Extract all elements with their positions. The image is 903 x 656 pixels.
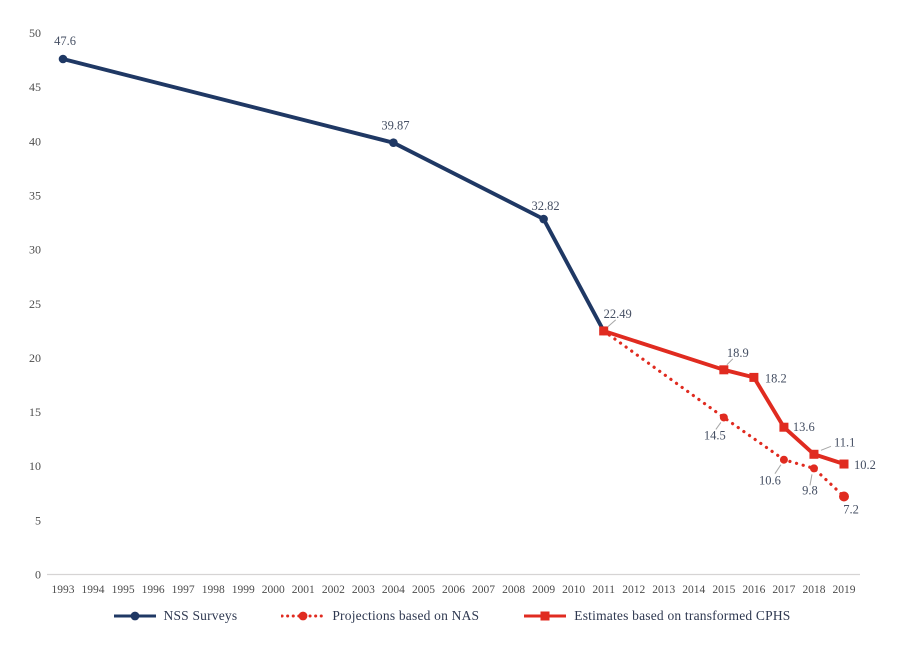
data-label-projections-based-on-nas-2018: 9.8 bbox=[802, 483, 818, 497]
legend-label-nss-surveys: NSS Surveys bbox=[163, 608, 238, 623]
x-tick-label: 1997 bbox=[172, 584, 195, 596]
data-point-projections-based-on-nas-2019 bbox=[839, 491, 849, 502]
legend-sample-nas-dotted-line-icon bbox=[280, 609, 326, 623]
legend-item-projections-nas: Projections based on NAS bbox=[280, 608, 480, 624]
x-tick-label: 2003 bbox=[352, 584, 375, 596]
data-label-projections-based-on-nas-2017: 10.6 bbox=[759, 474, 781, 488]
y-tick-label: 30 bbox=[29, 243, 41, 257]
data-point-estimates-based-on-transformed-cphs-2011 bbox=[599, 326, 609, 336]
data-point-estimates-based-on-transformed-cphs-2017 bbox=[779, 422, 789, 432]
data-label-nss-surveys-1993: 47.6 bbox=[54, 34, 76, 48]
y-tick-label: 50 bbox=[29, 26, 41, 40]
x-tick-label: 2014 bbox=[682, 584, 705, 596]
x-tick-label: 2015 bbox=[712, 584, 735, 596]
legend-label-cphs-estimates: Estimates based on transformed CPHS bbox=[574, 608, 791, 623]
x-tick-label: 2012 bbox=[622, 584, 645, 596]
data-label-nss-surveys-2004: 39.87 bbox=[381, 119, 409, 133]
data-point-estimates-based-on-transformed-cphs-2019 bbox=[839, 459, 849, 469]
data-point-projections-based-on-nas-2017 bbox=[779, 455, 788, 464]
x-tick-label: 1996 bbox=[142, 584, 165, 596]
legend-sample-nss-line-icon bbox=[113, 609, 157, 623]
data-point-estimates-based-on-transformed-cphs-2016 bbox=[749, 372, 759, 382]
data-point-nss-surveys-2009 bbox=[539, 214, 548, 224]
y-tick-label: 45 bbox=[29, 80, 41, 94]
x-tick-label: 2011 bbox=[592, 584, 615, 596]
y-tick-label: 0 bbox=[35, 568, 41, 582]
x-tick-label: 1993 bbox=[52, 584, 75, 596]
data-label-estimates-based-on-transformed-cphs-2019: 10.2 bbox=[854, 458, 876, 472]
x-tick-label: 2006 bbox=[442, 584, 465, 596]
legend-sample-cphs-line-icon bbox=[523, 609, 567, 623]
x-tick-label: 2016 bbox=[742, 584, 765, 596]
y-tick-label: 40 bbox=[29, 134, 41, 148]
y-tick-label: 20 bbox=[29, 351, 41, 365]
label-leader-line bbox=[715, 422, 722, 430]
data-label-nss-surveys-2009: 32.82 bbox=[532, 199, 560, 213]
x-tick-label: 1998 bbox=[202, 584, 225, 596]
x-tick-label: 2018 bbox=[802, 584, 825, 596]
data-label-estimates-based-on-transformed-cphs-2017: 13.6 bbox=[793, 420, 815, 434]
x-tick-label: 2008 bbox=[502, 584, 525, 596]
x-tick-label: 2000 bbox=[262, 584, 285, 596]
data-point-nss-surveys-2004 bbox=[389, 138, 398, 148]
label-leader-line bbox=[809, 474, 813, 486]
x-tick-label: 2010 bbox=[562, 584, 585, 596]
data-label-estimates-based-on-transformed-cphs-2018: 11.1 bbox=[834, 435, 855, 449]
chart-legend: NSS Surveys Projections based on NAS Est… bbox=[0, 608, 903, 624]
chart-canvas: 0 5 10 15 20 25 30 35 40 45 50 1993 1994 1995 1996 1997… bbox=[29, 26, 876, 596]
x-tick-label: 2005 bbox=[412, 584, 435, 596]
y-tick-label: 5 bbox=[35, 513, 41, 527]
data-point-projections-based-on-nas-2015 bbox=[719, 413, 728, 422]
x-tick-label: 2004 bbox=[382, 584, 405, 596]
y-tick-label: 25 bbox=[29, 297, 41, 311]
x-tick-label: 2019 bbox=[833, 584, 856, 596]
data-point-nss-surveys-1993 bbox=[58, 54, 68, 64]
x-tick-label: 2009 bbox=[532, 584, 555, 596]
legend-item-nss-surveys: NSS Surveys bbox=[113, 608, 238, 624]
x-tick-label: 2001 bbox=[292, 584, 315, 596]
label-leader-line bbox=[726, 358, 734, 366]
data-label-estimates-based-on-transformed-cphs-2011: 22.49 bbox=[604, 307, 632, 321]
series-line-estimates-based-on-transformed-cphs bbox=[603, 329, 845, 466]
data-label-estimates-based-on-transformed-cphs-2015: 18.9 bbox=[727, 346, 749, 360]
data-point-estimates-based-on-transformed-cphs-2015 bbox=[719, 365, 729, 375]
x-tick-label: 2013 bbox=[652, 584, 675, 596]
label-leader-line bbox=[607, 319, 617, 328]
x-tick-label: 1995 bbox=[112, 584, 135, 596]
data-label-estimates-based-on-transformed-cphs-2016: 18.2 bbox=[765, 371, 787, 385]
x-tick-label: 1999 bbox=[232, 584, 255, 596]
x-tick-label: 2017 bbox=[772, 584, 795, 596]
x-tick-label: 2007 bbox=[472, 584, 495, 596]
y-tick-label: 35 bbox=[29, 188, 41, 202]
data-label-projections-based-on-nas-2015: 14.5 bbox=[704, 428, 726, 442]
data-label-projections-based-on-nas-2019: 7.2 bbox=[843, 503, 859, 517]
y-tick-label: 15 bbox=[29, 405, 41, 419]
x-tick-label: 1994 bbox=[82, 584, 105, 596]
label-leader-line bbox=[820, 445, 832, 451]
label-leader-line bbox=[774, 464, 782, 474]
legend-item-cphs-estimates: Estimates based on transformed CPHS bbox=[523, 608, 790, 624]
legend-label-projections-nas: Projections based on NAS bbox=[332, 608, 480, 623]
series-line-nss-surveys bbox=[62, 57, 606, 332]
x-tick-label: 2002 bbox=[322, 584, 345, 596]
data-point-estimates-based-on-transformed-cphs-2018 bbox=[809, 449, 819, 459]
data-point-projections-based-on-nas-2018 bbox=[809, 464, 818, 473]
y-tick-label: 10 bbox=[29, 459, 41, 473]
